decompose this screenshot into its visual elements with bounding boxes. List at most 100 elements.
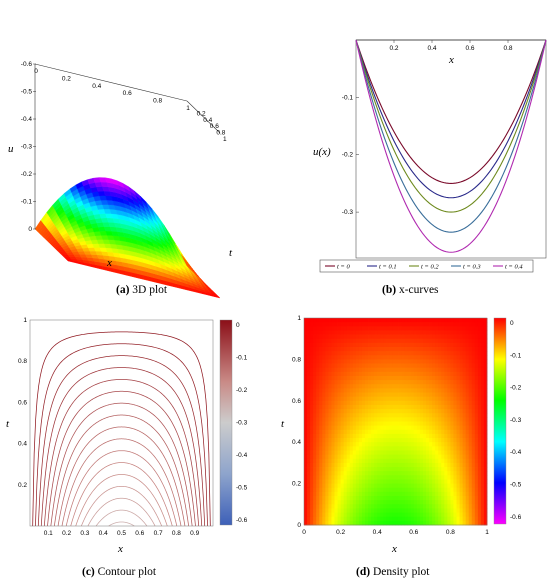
density-cell — [416, 471, 421, 476]
density-cell — [450, 508, 454, 513]
density-cell — [355, 496, 360, 501]
density-cell — [313, 475, 317, 480]
density-cell — [380, 479, 384, 484]
density-cell — [316, 471, 320, 476]
density-cell — [419, 433, 424, 439]
density-cell — [340, 413, 345, 418]
density-cell — [477, 433, 482, 439]
density-cell — [465, 504, 470, 509]
density-cell — [352, 384, 357, 389]
density-cell — [471, 400, 476, 406]
density-cell — [404, 413, 409, 418]
density-cell — [398, 491, 402, 497]
density-cell — [413, 318, 418, 323]
density-cell — [340, 462, 345, 468]
density-cell — [322, 450, 326, 456]
density-cell — [340, 479, 345, 484]
density-cell — [343, 371, 348, 377]
density-cell — [307, 318, 311, 323]
density-cell — [416, 458, 421, 464]
density-cell — [337, 375, 341, 381]
density-cell — [410, 363, 415, 369]
density-cell — [392, 462, 396, 468]
density-cell — [401, 367, 406, 373]
density-cell — [404, 359, 409, 364]
density-cell — [474, 467, 479, 472]
density-cell — [422, 442, 427, 447]
density-cell — [468, 384, 473, 389]
density-cell — [374, 512, 378, 518]
density-cell — [422, 404, 427, 410]
density-cell — [380, 380, 384, 385]
density-cell — [459, 491, 463, 497]
density-cell — [450, 433, 454, 439]
density-cell — [368, 375, 372, 381]
density-cell — [477, 396, 482, 402]
density-cell — [380, 359, 384, 364]
density-cell — [389, 346, 393, 352]
density-cell — [316, 446, 320, 451]
density-cell — [441, 334, 445, 340]
density-cell — [322, 363, 326, 369]
density-cell — [401, 334, 406, 340]
density-cell — [392, 471, 396, 476]
density-cell — [307, 351, 311, 356]
density-cell — [395, 433, 399, 439]
density-cell — [343, 462, 348, 468]
density-cell — [374, 479, 378, 484]
density-cell — [471, 500, 476, 505]
density-cell — [316, 462, 320, 468]
density-cell — [416, 475, 421, 480]
x-tick-label: 0.8 — [503, 45, 512, 52]
density-cell — [426, 322, 430, 327]
density-cell — [401, 371, 406, 377]
density-cell — [368, 496, 372, 501]
density-cell — [352, 429, 357, 435]
colorbar — [219, 319, 233, 526]
density-cell — [328, 520, 332, 526]
density-cell — [374, 326, 378, 331]
density-cell — [365, 367, 369, 373]
density-cell — [368, 429, 372, 435]
density-cell — [392, 392, 396, 398]
density-cell — [349, 380, 354, 385]
density-cell — [361, 326, 366, 331]
density-cell — [383, 467, 387, 472]
density-cell — [429, 425, 433, 431]
density-cell — [358, 487, 363, 493]
density-cell — [419, 413, 424, 418]
density-cell — [322, 375, 326, 381]
density-cell — [395, 371, 399, 377]
density-cell — [349, 479, 354, 484]
density-cell — [413, 512, 418, 518]
density-cell — [368, 417, 372, 422]
density-cell — [361, 346, 366, 352]
density-cell — [477, 496, 482, 501]
density-cell — [404, 380, 409, 385]
density-cell — [371, 346, 375, 352]
density-cell — [459, 475, 463, 480]
density-cell — [316, 359, 320, 364]
density-cell — [307, 375, 311, 381]
density-cell — [444, 359, 448, 364]
density-cell — [410, 500, 415, 505]
colorbar-tick-label: -0.2 — [510, 385, 522, 392]
density-cell — [371, 371, 375, 377]
density-cell — [453, 338, 457, 344]
density-cell — [404, 342, 409, 348]
density-cell — [416, 450, 421, 456]
density-cell — [389, 442, 393, 447]
density-cell — [465, 479, 470, 484]
density-cell — [352, 471, 357, 476]
density-cell — [352, 421, 357, 427]
density-cell — [319, 450, 323, 456]
density-cell — [304, 318, 308, 323]
density-cell — [392, 400, 396, 406]
density-cell — [419, 438, 424, 443]
density-cell — [377, 322, 381, 327]
x-tick-label: 0.6 — [465, 45, 474, 52]
density-cell — [349, 504, 354, 509]
density-cell — [355, 384, 360, 389]
density-cell — [401, 322, 406, 327]
density-cell — [352, 512, 357, 518]
